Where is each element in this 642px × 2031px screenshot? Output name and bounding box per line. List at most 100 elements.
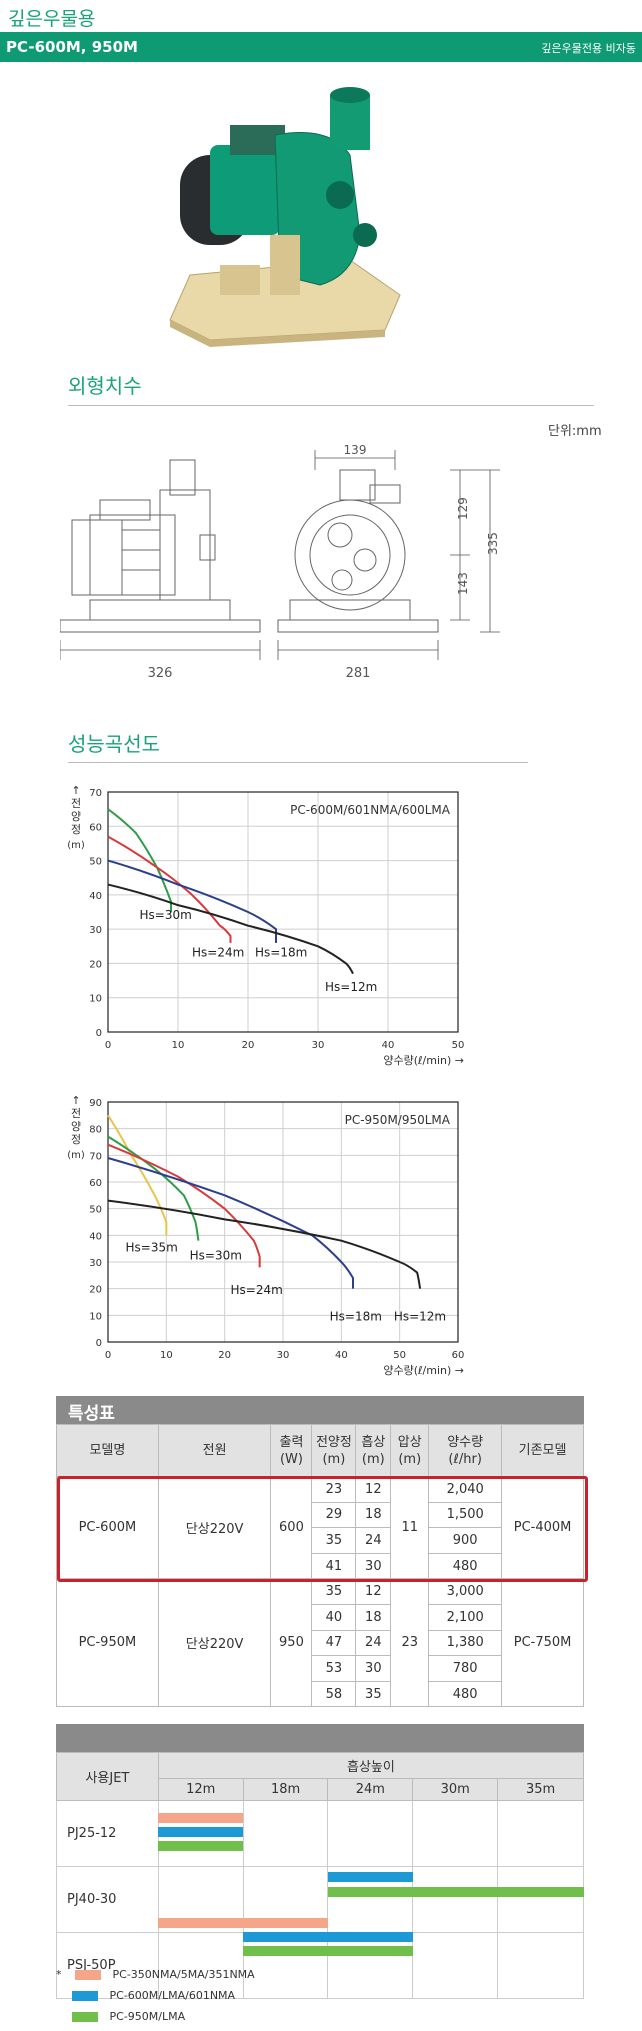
spec-header: 출력 (W)	[270, 1424, 313, 1477]
y-tick-label: 90	[89, 1098, 102, 1109]
dimension-title: 외형치수	[68, 374, 142, 398]
x-tick-label: 30	[277, 1350, 290, 1361]
y-tick-label: 60	[89, 822, 102, 833]
legend-label: PC-350NMA/5MA/351NMA	[112, 1968, 255, 1981]
y-tick-label: 0	[96, 1028, 102, 1039]
y-tick-label: 0	[96, 1338, 102, 1349]
flow-cell: 480	[428, 1680, 503, 1708]
coverage-bar-blue	[158, 1827, 243, 1837]
flow-cell: 780	[428, 1655, 503, 1682]
model-subtitle: 깊은우물전용 비자동	[541, 42, 636, 55]
height-header: 18m	[242, 1778, 329, 1801]
performance-title: 성능곡선도	[68, 732, 160, 756]
legend-item: PC-950M/LMA	[72, 2010, 185, 2023]
height-header: 12m	[157, 1778, 244, 1801]
coverage-bar-green	[243, 1946, 413, 1956]
table-row: 35 24 900	[57, 1527, 584, 1554]
x-tick-label: 30	[312, 1040, 325, 1051]
series-annotation: Hs=12m	[325, 980, 377, 994]
spec-header: 양수량 (ℓ/hr)	[428, 1424, 503, 1477]
series-line	[107, 835, 232, 943]
height-header: 30m	[412, 1778, 499, 1801]
spec-header: 기존모델	[501, 1424, 584, 1477]
dim-139: 139	[344, 443, 367, 457]
series-annotation: Hs=35m	[126, 1240, 178, 1254]
suction-cell: 30	[355, 1552, 392, 1580]
y-axis-label-char: 전	[71, 1107, 81, 1120]
flow-cell: 2,100	[428, 1603, 503, 1631]
y-tick-label: 20	[89, 1285, 102, 1296]
highlight-box	[57, 1476, 588, 1582]
plot-frame	[107, 791, 459, 1033]
coverage-bar-blue	[328, 1872, 413, 1882]
legend-label: PC-950M/LMA	[109, 2010, 186, 2023]
spec-title-bar: 특성표	[56, 1396, 584, 1424]
category-title: 깊은우물용	[8, 8, 96, 30]
table-row: 29 18 1,500	[57, 1501, 584, 1529]
y-axis-unit: (m)	[67, 840, 85, 851]
legend-label: PC-600M/LMA/601NMA	[109, 1989, 236, 2002]
coverage-bar-peach	[158, 1918, 328, 1928]
jet-name: PJ25-12	[56, 1800, 159, 1867]
series-line	[107, 883, 354, 975]
y-tick-label: 10	[89, 994, 102, 1005]
plot-frame	[107, 1101, 459, 1343]
y-axis-label-char: 정	[71, 823, 81, 836]
x-tick-label: 0	[105, 1350, 111, 1361]
y-tick-label: 30	[89, 1258, 102, 1269]
series-annotation: Hs=24m	[231, 1283, 283, 1297]
model-bar: PC-600M, 950M 깊은우물전용 비자동	[0, 32, 642, 62]
y-tick-label: 70	[89, 1151, 102, 1162]
y-tick-label: 50	[89, 1205, 102, 1216]
x-tick-label: 60	[452, 1350, 465, 1361]
dim-129: 129	[456, 497, 470, 520]
series-line	[107, 1135, 200, 1241]
series-annotation: Hs=18m	[330, 1310, 382, 1324]
pump-product-image	[169, 87, 401, 347]
table-row: PC-950M 단상220V 950 35 12 23 3,000 PC-750…	[56, 1578, 584, 1708]
x-tick-label: 50	[452, 1040, 465, 1051]
table-row: 40 18 2,100	[57, 1603, 584, 1631]
power-cell: 단상220V	[157, 1578, 272, 1708]
legend-swatch-peach	[75, 1970, 101, 1980]
legend-marker: *	[56, 1968, 62, 1981]
head-cell: 35	[311, 1578, 357, 1605]
spec-header: 전원	[157, 1424, 272, 1477]
series-line	[107, 859, 277, 943]
series-annotation: Hs=18m	[255, 946, 307, 960]
series-annotation: Hs=30m	[190, 1248, 242, 1262]
power-cell: 단상220V	[157, 1475, 272, 1580]
legend-item: * PC-350NMA/5MA/351NMA	[56, 1968, 255, 1981]
jet-name: PSJ-50P	[56, 1932, 159, 1999]
table-row: 47 24 1,380	[57, 1629, 584, 1657]
spec-header: 전양정 (m)	[311, 1424, 357, 1477]
jet-table: 사용JET 흡상높이 12m 18m 24m 30m 35m PJ25-12 P…	[56, 1752, 585, 1999]
dim-335: 335	[486, 532, 500, 555]
suction-cell: 30	[355, 1655, 392, 1682]
y-tick-label: 50	[89, 857, 102, 868]
y-tick-label: 70	[89, 788, 102, 799]
spec-header: 흡상 (m)	[355, 1424, 392, 1477]
y-axis-label-char: ↑	[71, 1094, 80, 1107]
x-tick-label: 10	[172, 1040, 185, 1051]
y-axis-label-char: 양	[71, 810, 81, 823]
output-cell: 950	[270, 1578, 313, 1708]
dim-326: 326	[148, 666, 173, 681]
series-annotation: Hs=30m	[140, 908, 192, 922]
model-cell: PC-600M	[56, 1475, 159, 1580]
y-axis-label-char: 양	[71, 1120, 81, 1133]
old-model-cell: PC-400M	[501, 1475, 584, 1580]
table-row: 58 35 480	[57, 1680, 584, 1708]
dimension-drawing: 139 129 335 143 326 281	[60, 443, 500, 681]
y-tick-label: 80	[89, 1125, 102, 1136]
jet-title-bar	[56, 1724, 584, 1752]
x-axis-label: 양수량(ℓ/min) →	[383, 1364, 464, 1377]
spec-header: 모델명	[56, 1424, 159, 1477]
coverage-bar-blue	[243, 1932, 413, 1942]
old-model-cell: PC-750M	[501, 1578, 584, 1708]
y-tick-label: 40	[89, 1231, 102, 1242]
legend-swatch-green	[72, 2012, 98, 2022]
divider	[68, 762, 528, 763]
suction-cell: 18	[355, 1501, 392, 1529]
coverage-bar-green	[328, 1887, 584, 1897]
